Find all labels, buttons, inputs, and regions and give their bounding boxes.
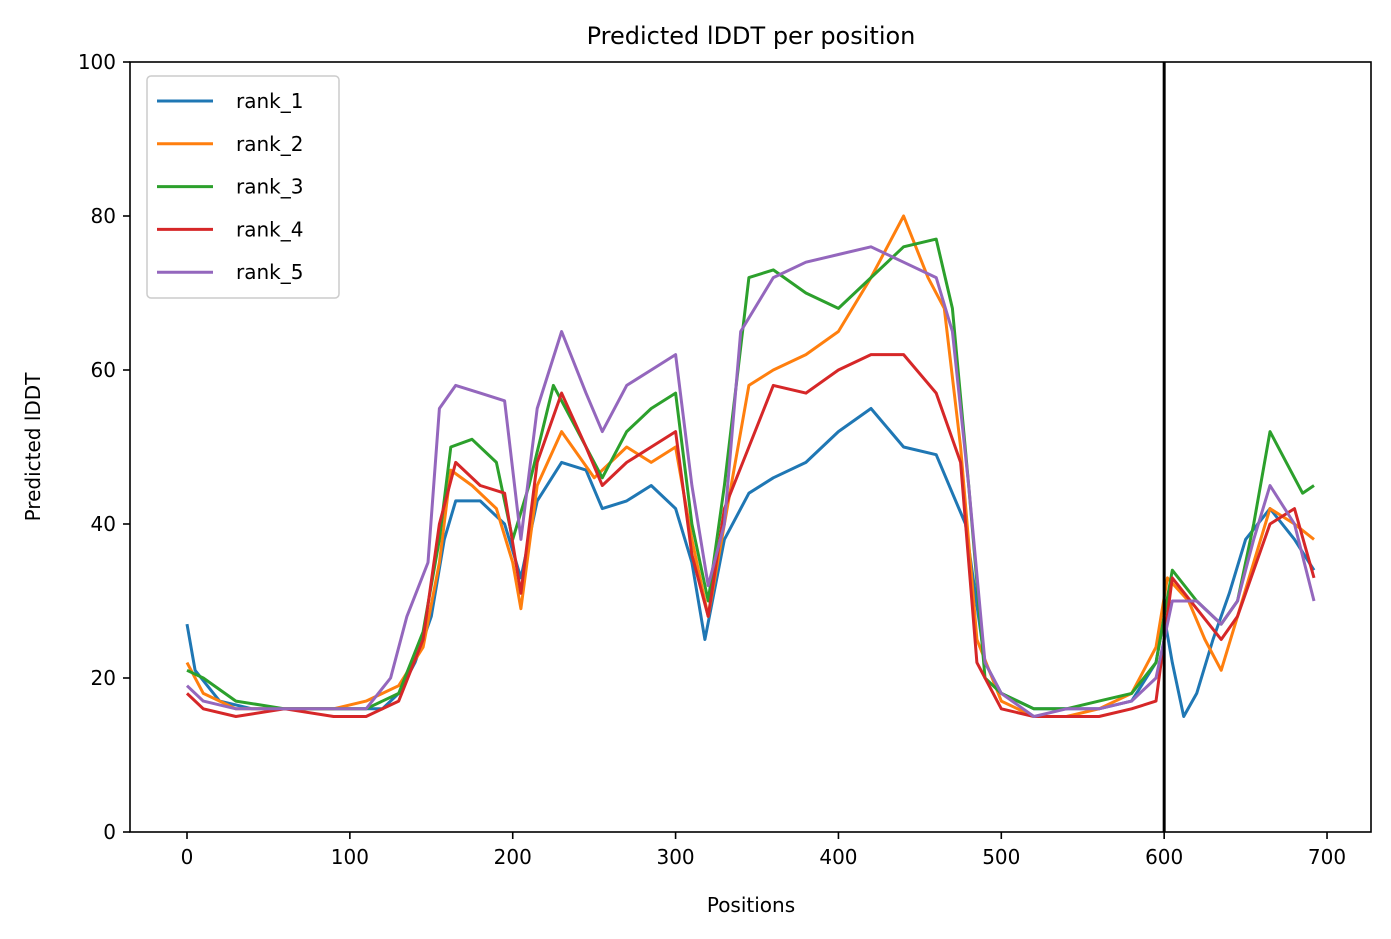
y-axis: 0 20 40 60 80 100	[78, 50, 130, 844]
legend-label: rank_4	[236, 217, 303, 241]
series-layer	[185, 214, 1316, 718]
series-line-rank-3	[186, 237, 1315, 711]
x-tick-label: 200	[494, 845, 532, 869]
x-tick-label: 600	[1145, 845, 1183, 869]
x-tick-label: 500	[982, 845, 1020, 869]
y-axis-title: Predicted lDDT	[21, 372, 45, 522]
x-tick-label: 400	[819, 845, 857, 869]
y-tick-label: 60	[91, 358, 116, 382]
y-tick-label: 0	[103, 820, 116, 844]
x-tick-label: 700	[1308, 845, 1346, 869]
x-tick-label: 100	[331, 845, 369, 869]
y-tick-label: 100	[78, 50, 116, 74]
x-axis-title: Positions	[707, 893, 795, 917]
x-axis: 0 100 200 300 400 500 600 700	[181, 832, 1346, 869]
x-tick-label: 300	[656, 845, 694, 869]
y-tick-label: 20	[91, 666, 116, 690]
y-tick-label: 80	[91, 204, 116, 228]
legend-label: rank_3	[236, 175, 303, 199]
legend: rank_1 rank_2 rank_3 rank_4 rank_5	[146, 75, 340, 299]
legend-label: rank_1	[236, 89, 303, 113]
legend-label: rank_2	[236, 132, 303, 156]
x-tick-label: 0	[181, 845, 194, 869]
chart-title: Predicted lDDT per position	[587, 22, 916, 50]
legend-label: rank_5	[236, 260, 303, 284]
legend-frame	[146, 75, 340, 299]
series-line-rank-5	[185, 245, 1316, 718]
y-tick-label: 40	[91, 512, 116, 536]
plot-frame	[129, 61, 1372, 833]
